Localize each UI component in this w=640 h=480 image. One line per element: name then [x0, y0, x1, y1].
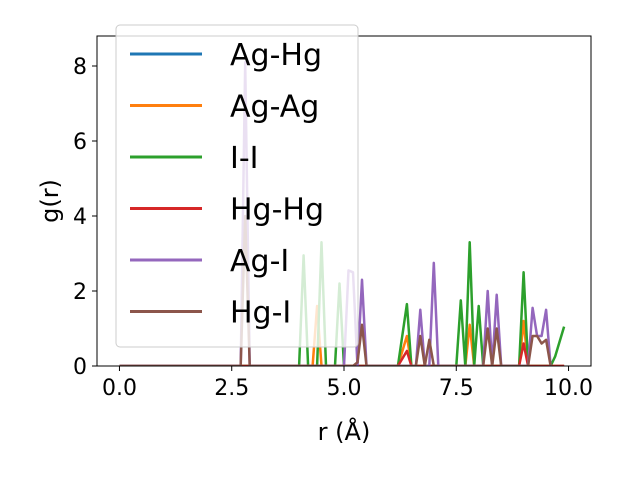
y-axis-ticks: 0 2 4 6 8 — [73, 55, 97, 380]
x-tick-label: 5.0 — [327, 376, 362, 401]
y-tick-label: 0 — [73, 355, 87, 380]
y-tick-label: 6 — [73, 130, 87, 155]
x-tick-label: 2.5 — [214, 376, 249, 401]
x-tick-label: 7.5 — [439, 376, 474, 401]
legend: Ag-Hg Ag-Ag I-I Hg-Hg Ag-I Hg-I — [115, 24, 359, 348]
y-axis-title: g(r) — [36, 179, 64, 223]
x-tick-label: 0.0 — [102, 376, 137, 401]
y-tick-label: 8 — [73, 55, 87, 80]
series-line-hg-i — [119, 214, 552, 366]
x-axis-title: r (Å) — [318, 417, 371, 446]
legend-label-ag-hg: Ag-Hg — [230, 38, 322, 73]
x-tick-label: 10.0 — [544, 376, 593, 401]
legend-label-hg-hg: Hg-Hg — [230, 193, 324, 228]
legend-label-ag-ag: Ag-Ag — [230, 90, 319, 125]
y-tick-label: 2 — [73, 280, 87, 305]
legend-label-hg-i: Hg-I — [230, 296, 291, 331]
y-tick-label: 4 — [73, 205, 87, 230]
legend-label-i-i: I-I — [230, 141, 259, 176]
x-axis-ticks: 0.0 2.5 5.0 7.5 10.0 — [102, 366, 593, 401]
legend-label-ag-i: Ag-I — [230, 244, 289, 279]
